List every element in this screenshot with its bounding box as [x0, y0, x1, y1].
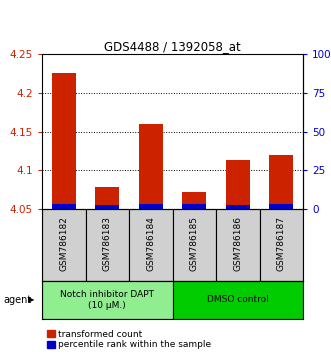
Bar [260, 209, 303, 281]
Bar [172, 281, 303, 319]
Bar [42, 281, 172, 319]
Legend: transformed count, percentile rank within the sample: transformed count, percentile rank withi… [47, 330, 212, 349]
Bar [42, 209, 85, 281]
Text: agent: agent [3, 295, 31, 305]
Bar [182, 192, 206, 209]
Bar [52, 204, 76, 209]
Bar [172, 209, 216, 281]
Title: GDS4488 / 1392058_at: GDS4488 / 1392058_at [104, 40, 241, 53]
Text: GSM786182: GSM786182 [59, 216, 68, 271]
Bar [52, 73, 76, 209]
Bar [95, 187, 119, 209]
Text: ▶: ▶ [28, 296, 35, 304]
Bar [139, 124, 163, 209]
Bar [216, 209, 260, 281]
Bar [182, 204, 206, 209]
Bar [129, 209, 172, 281]
Text: DMSO control: DMSO control [207, 296, 269, 304]
Bar [269, 204, 293, 209]
Text: GSM786183: GSM786183 [103, 216, 112, 271]
Text: GSM786185: GSM786185 [190, 216, 199, 271]
Text: GSM786187: GSM786187 [277, 216, 286, 271]
Text: GSM786186: GSM786186 [233, 216, 242, 271]
Text: GSM786184: GSM786184 [146, 216, 155, 271]
Bar [95, 205, 119, 209]
Bar [269, 155, 293, 209]
Bar [226, 160, 250, 209]
Text: Notch inhibitor DAPT
(10 μM.): Notch inhibitor DAPT (10 μM.) [60, 290, 154, 310]
Bar [226, 205, 250, 209]
Bar [85, 209, 129, 281]
Bar [139, 204, 163, 209]
